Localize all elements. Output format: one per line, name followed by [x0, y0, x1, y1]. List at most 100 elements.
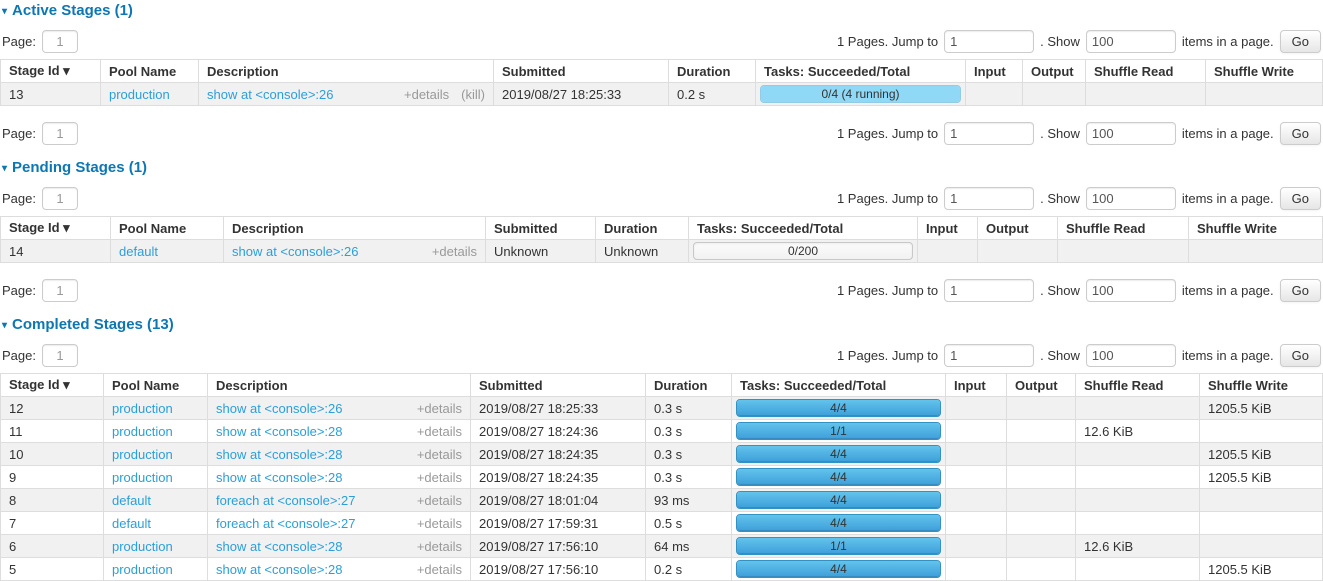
description-link[interactable]: show at <console>:28 [216, 469, 343, 485]
column-header[interactable]: Shuffle Write [1205, 59, 1323, 83]
column-header[interactable]: Output [1006, 373, 1076, 397]
column-header[interactable]: Stage Id ▾ [0, 216, 111, 240]
column-header[interactable]: Stage Id ▾ [0, 373, 104, 397]
show-count-input[interactable] [1085, 278, 1176, 302]
go-button[interactable]: Go [1279, 121, 1321, 145]
go-button[interactable]: Go [1279, 186, 1321, 210]
items-per-page-text: items in a page. [1181, 347, 1274, 363]
page-number-input[interactable] [41, 278, 78, 302]
column-header[interactable]: Tasks: Succeeded/Total [755, 59, 966, 83]
page-number-input[interactable] [41, 343, 78, 367]
details-toggle[interactable]: +details [416, 515, 462, 531]
details-toggle[interactable]: +details [416, 446, 462, 462]
cell-pool-name: default [103, 488, 208, 512]
pool-link[interactable]: production [109, 86, 170, 102]
column-header[interactable]: Description [198, 59, 494, 83]
column-header[interactable]: Shuffle Read [1085, 59, 1206, 83]
description-link[interactable]: foreach at <console>:27 [216, 515, 356, 531]
task-progress-bar: 1/1 [736, 537, 941, 555]
pool-link[interactable]: production [112, 469, 173, 485]
description-wrap: show at <console>:28 +details [216, 447, 462, 462]
column-header[interactable]: Shuffle Read [1057, 216, 1189, 240]
cell-input [945, 465, 1007, 489]
pool-link[interactable]: production [112, 400, 173, 416]
details-toggle[interactable]: +details [416, 400, 462, 416]
column-header[interactable]: Pool Name [110, 216, 224, 240]
details-toggle[interactable]: +details [416, 538, 462, 554]
column-header[interactable]: Duration [645, 373, 732, 397]
column-header[interactable]: Duration [595, 216, 689, 240]
jump-to-input[interactable] [944, 29, 1035, 53]
go-button[interactable]: Go [1279, 343, 1321, 367]
description-link[interactable]: show at <console>:28 [216, 446, 343, 462]
page-number-input[interactable] [41, 121, 78, 145]
description-link[interactable]: foreach at <console>:27 [216, 492, 356, 508]
section-title-active-stages[interactable]: ▾ Active Stages (1) [2, 2, 1321, 19]
description-link[interactable]: show at <console>:26 [216, 400, 343, 416]
column-header[interactable]: Input [945, 373, 1007, 397]
show-count-input[interactable] [1085, 121, 1176, 145]
pool-link[interactable]: production [112, 423, 173, 439]
pool-link[interactable]: production [112, 538, 173, 554]
go-button[interactable]: Go [1279, 278, 1321, 302]
details-toggle[interactable]: +details [416, 423, 462, 439]
table-row: 7 default foreach at <console>:27 +details 2… [0, 511, 1323, 535]
details-toggle[interactable]: +details [416, 469, 462, 485]
column-header[interactable]: Duration [668, 59, 756, 83]
cell-description: show at <console>:26 +details [223, 239, 486, 263]
column-header[interactable]: Stage Id ▾ [0, 59, 101, 83]
column-header[interactable]: Submitted [485, 216, 596, 240]
section-title-completed-stages[interactable]: ▾ Completed Stages (13) [2, 316, 1321, 333]
details-toggle[interactable]: +details [404, 86, 450, 102]
show-count-input[interactable] [1085, 29, 1176, 53]
cell-description: show at <console>:26 +details [207, 396, 471, 420]
column-header[interactable]: Description [223, 216, 486, 240]
cell-stage-id: 13 [0, 82, 101, 106]
details-toggle[interactable]: +details [416, 561, 462, 577]
pool-link[interactable]: default [119, 243, 159, 259]
pool-link[interactable]: production [112, 446, 173, 462]
column-header[interactable]: Output [1022, 59, 1086, 83]
description-link[interactable]: show at <console>:26 [232, 243, 359, 259]
show-count-input[interactable] [1085, 343, 1176, 367]
column-header[interactable]: Shuffle Write [1188, 216, 1323, 240]
table-row: 6 production show at <console>:28 +details 2… [0, 534, 1323, 558]
column-header[interactable]: Submitted [470, 373, 646, 397]
column-header[interactable]: Output [977, 216, 1058, 240]
section-title-pending-stages[interactable]: ▾ Pending Stages (1) [2, 159, 1321, 176]
cell-input [945, 534, 1007, 558]
kill-link[interactable]: (kill) [461, 86, 485, 102]
pages-count-text: 1 Pages. Jump to [836, 282, 939, 298]
details-toggle[interactable]: +details [416, 492, 462, 508]
jump-to-input[interactable] [944, 186, 1035, 210]
page-number-input[interactable] [41, 186, 78, 210]
jump-to-input[interactable] [944, 343, 1035, 367]
column-header[interactable]: Description [207, 373, 471, 397]
column-header[interactable]: Shuffle Read [1075, 373, 1200, 397]
jump-to-input[interactable] [944, 278, 1035, 302]
column-header[interactable]: Pool Name [103, 373, 208, 397]
pool-link[interactable]: default [112, 492, 152, 508]
jump-to-input[interactable] [944, 121, 1035, 145]
column-header[interactable]: Input [965, 59, 1023, 83]
column-header[interactable]: Tasks: Succeeded/Total [731, 373, 946, 397]
description-link[interactable]: show at <console>:28 [216, 423, 343, 439]
column-header[interactable]: Input [917, 216, 978, 240]
go-button[interactable]: Go [1279, 29, 1321, 53]
cell-shuffle-write: 1205.5 KiB [1199, 396, 1323, 420]
details-toggle[interactable]: +details [431, 243, 477, 259]
page-number-input[interactable] [41, 29, 78, 53]
description-link[interactable]: show at <console>:28 [216, 561, 343, 577]
task-progress-fill [737, 423, 940, 439]
show-count-input[interactable] [1085, 186, 1176, 210]
column-header[interactable]: Tasks: Succeeded/Total [688, 216, 918, 240]
pool-link[interactable]: default [112, 515, 152, 531]
pool-link[interactable]: production [112, 561, 173, 577]
description-link[interactable]: show at <console>:28 [216, 538, 343, 554]
column-header[interactable]: Pool Name [100, 59, 199, 83]
task-progress-bar: 4/4 [736, 445, 941, 463]
column-header[interactable]: Shuffle Write [1199, 373, 1323, 397]
column-header[interactable]: Submitted [493, 59, 669, 83]
description-link[interactable]: show at <console>:26 [207, 86, 334, 102]
section-active-stages: ▾ Active Stages (1) Page: 1 Pages. Jump … [0, 2, 1323, 145]
